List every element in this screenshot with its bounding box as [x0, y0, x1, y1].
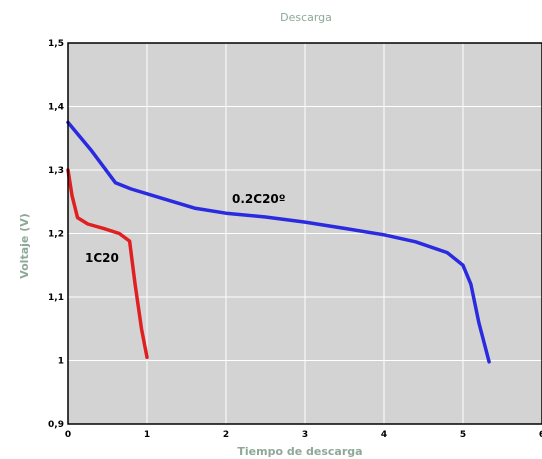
tick-labels: 0 1 2 3 4 5 6 0,9 1 1,1 1,2 1,3 1,4 1,5: [48, 39, 542, 440]
x-axis-label: Tiempo de descarga: [237, 445, 362, 458]
chart-title: Descarga: [280, 11, 332, 24]
y-tick-label: 0,9: [48, 420, 64, 430]
y-tick-label: 1: [58, 357, 64, 367]
series-label-1c20: 1C20: [85, 251, 119, 265]
series-label-0.2c20: 0.2C20º: [232, 192, 286, 206]
y-tick-label: 1,3: [48, 166, 64, 176]
y-tick-label: 1,2: [48, 230, 64, 240]
x-tick-label: 3: [302, 430, 308, 440]
plot-frame: [67, 42, 542, 425]
x-tick-label: 2: [223, 430, 229, 440]
series-line-0: [66, 120, 491, 364]
gridlines: [68, 43, 542, 424]
x-tick-label: 4: [381, 430, 387, 440]
y-tick-label: 1,4: [48, 103, 64, 113]
series-line-1: [66, 168, 149, 360]
y-tick-label: 1,1: [48, 293, 64, 303]
series-lines: [66, 120, 491, 364]
y-axis-label: Voltaje (V): [18, 213, 31, 279]
x-tick-label: 5: [460, 430, 466, 440]
y-tick-label: 1,5: [48, 39, 64, 49]
x-tick-label: 6: [539, 430, 542, 440]
x-tick-label: 0: [65, 430, 71, 440]
x-tick-label: 1: [144, 430, 150, 440]
